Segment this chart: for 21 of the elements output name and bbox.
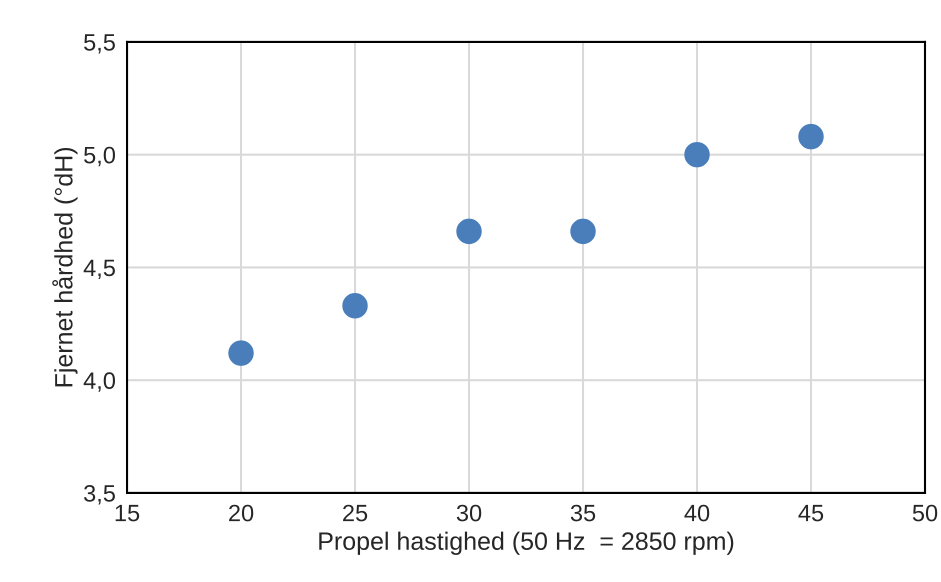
point	[570, 218, 596, 244]
point	[342, 293, 368, 318]
point	[684, 142, 710, 168]
x-axis-title: Propel hastighed (50 Hz = 2850 rpm)	[319, 532, 734, 555]
y-axis-title: Fjernet hårdhed (°dH)	[52, 148, 78, 386]
x-tick-label: 30	[456, 504, 482, 522]
x-tick-label: 25	[343, 504, 368, 522]
x-tick-label: 40	[684, 504, 710, 522]
x-tick-label: 20	[229, 504, 254, 522]
y-tick-label: 3,5	[84, 485, 115, 505]
point	[456, 218, 482, 244]
x-tick-label: 45	[798, 504, 824, 522]
point	[798, 124, 824, 150]
x-tick-label: 50	[912, 504, 938, 522]
point	[228, 340, 254, 366]
y-tick-label: 4,0	[84, 372, 116, 392]
y-tick-label: 4,5	[84, 260, 115, 280]
y-tick-label: 5,0	[84, 146, 116, 166]
x-tick-label: 35	[570, 504, 596, 522]
y-tick-label: 5,5	[84, 34, 115, 54]
x-tick-label: 15	[116, 504, 140, 522]
